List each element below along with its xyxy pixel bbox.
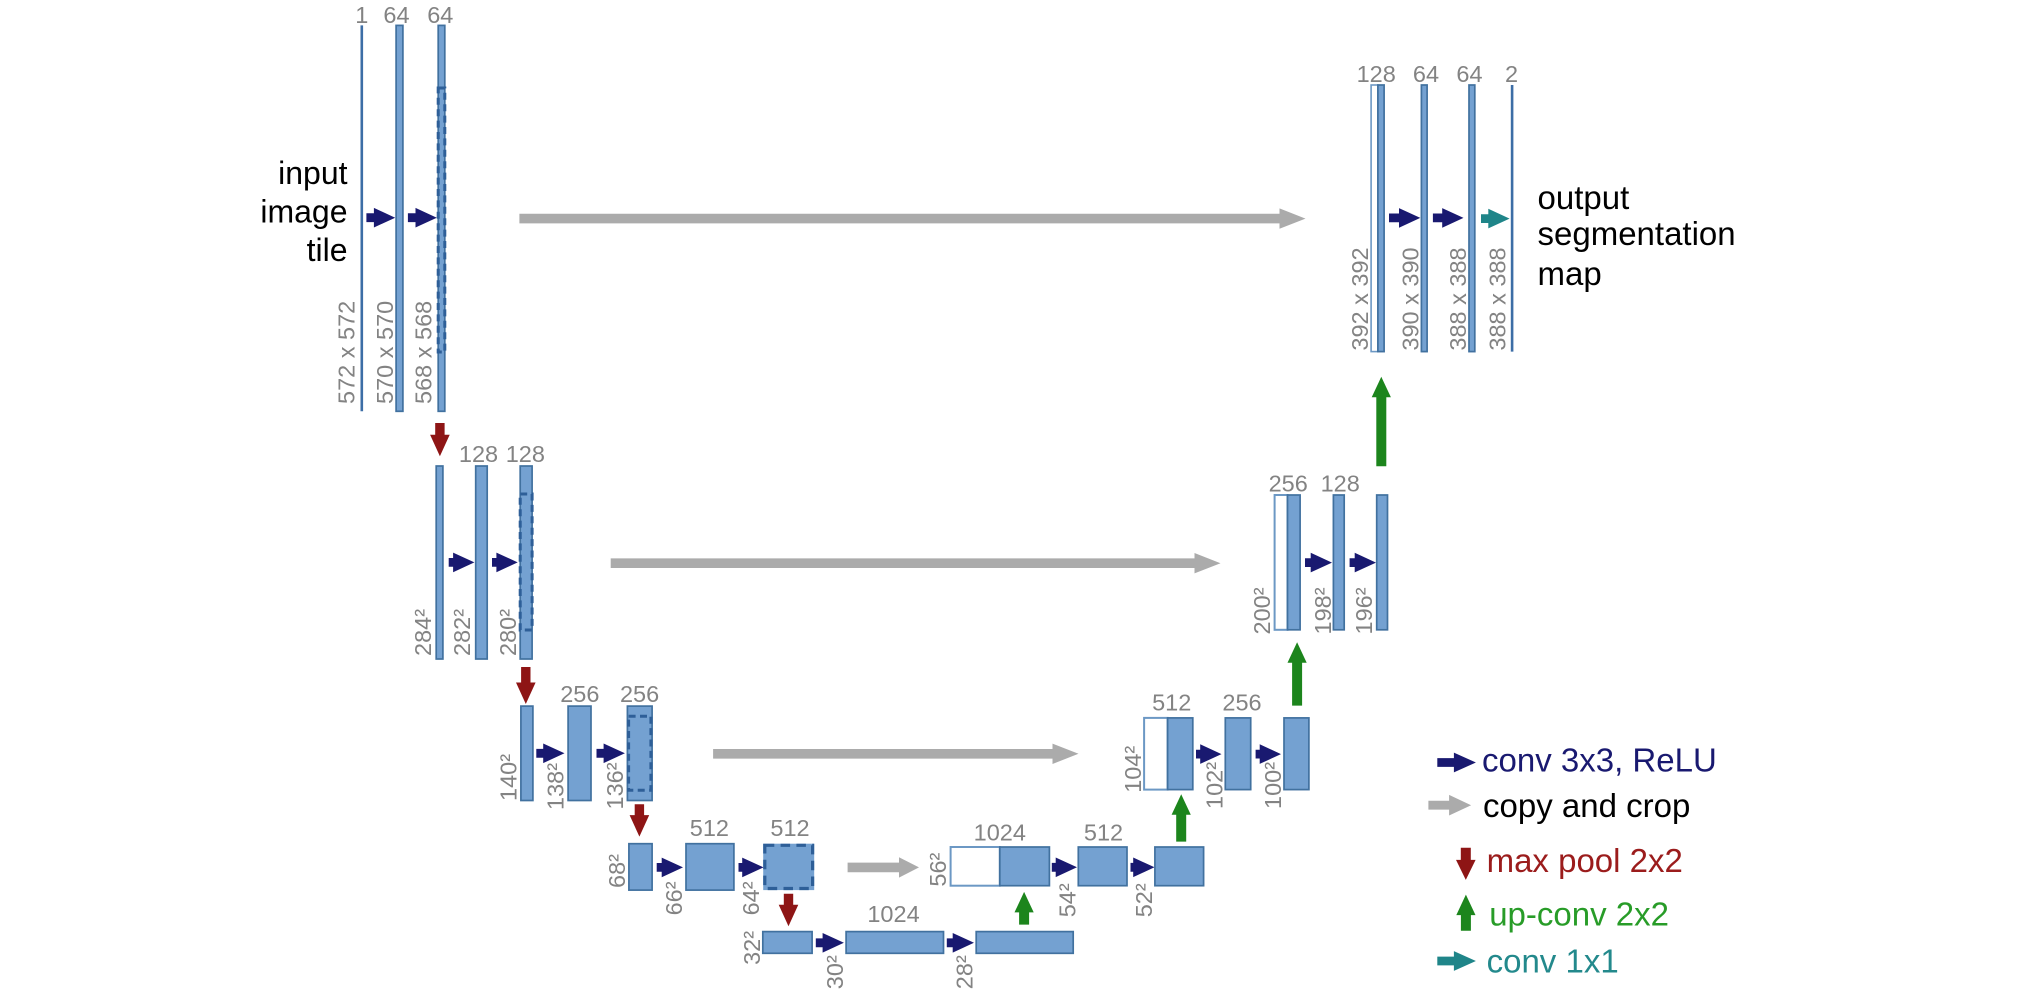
svg-text:280²: 280²: [495, 609, 521, 656]
svg-text:map: map: [1538, 255, 1602, 292]
svg-text:284²: 284²: [410, 609, 436, 656]
svg-text:28²: 28²: [952, 955, 978, 989]
svg-text:max pool 2x2: max pool 2x2: [1487, 842, 1683, 879]
svg-text:1024: 1024: [974, 820, 1026, 846]
svg-text:388 x 388: 388 x 388: [1485, 247, 1511, 350]
svg-text:128: 128: [1357, 61, 1396, 87]
svg-text:102²: 102²: [1201, 762, 1227, 809]
svg-text:68²: 68²: [604, 854, 630, 888]
svg-text:1024: 1024: [867, 901, 919, 927]
svg-text:256: 256: [560, 681, 599, 707]
svg-text:conv 1x1: conv 1x1: [1487, 943, 1619, 980]
svg-text:512: 512: [690, 815, 729, 841]
svg-text:copy and crop: copy and crop: [1483, 787, 1690, 824]
svg-text:64: 64: [1456, 61, 1482, 87]
svg-text:390 x 390: 390 x 390: [1397, 247, 1423, 350]
svg-text:32²: 32²: [739, 931, 765, 965]
svg-text:570 x 570: 570 x 570: [372, 301, 398, 404]
svg-text:572 x 572: 572 x 572: [334, 301, 360, 404]
svg-text:140²: 140²: [496, 754, 522, 801]
svg-text:2: 2: [1505, 61, 1518, 87]
svg-text:128: 128: [459, 441, 498, 467]
svg-text:128: 128: [1321, 471, 1360, 497]
svg-text:196²: 196²: [1351, 587, 1377, 634]
svg-text:64²: 64²: [738, 881, 764, 915]
svg-text:282²: 282²: [449, 609, 475, 656]
svg-text:image: image: [260, 194, 347, 230]
svg-text:198²: 198²: [1310, 587, 1336, 634]
svg-text:256: 256: [620, 681, 659, 707]
svg-text:104²: 104²: [1120, 746, 1146, 793]
svg-text:segmentation: segmentation: [1538, 215, 1736, 252]
svg-text:136²: 136²: [602, 762, 628, 809]
svg-text:392 x 392: 392 x 392: [1347, 247, 1373, 350]
svg-text:388 x 388: 388 x 388: [1445, 247, 1471, 350]
svg-text:512: 512: [1084, 820, 1123, 846]
svg-text:64: 64: [1413, 61, 1439, 87]
svg-text:tile: tile: [307, 232, 348, 268]
svg-text:conv 3x3, ReLU: conv 3x3, ReLU: [1482, 742, 1717, 779]
svg-text:128: 128: [506, 441, 545, 467]
svg-text:52²: 52²: [1131, 883, 1157, 917]
svg-text:input: input: [278, 155, 348, 191]
svg-text:138²: 138²: [543, 763, 569, 810]
svg-text:64: 64: [383, 2, 409, 28]
svg-text:1: 1: [355, 2, 368, 28]
svg-text:64: 64: [427, 2, 453, 28]
svg-text:output: output: [1538, 179, 1630, 216]
svg-text:200²: 200²: [1249, 587, 1275, 634]
svg-text:30²: 30²: [822, 955, 848, 989]
svg-text:54²: 54²: [1054, 883, 1080, 917]
svg-text:56²: 56²: [925, 852, 951, 886]
svg-text:100²: 100²: [1260, 762, 1286, 809]
svg-text:256: 256: [1222, 690, 1261, 716]
svg-text:512: 512: [770, 815, 809, 841]
svg-text:66²: 66²: [661, 881, 687, 915]
svg-text:512: 512: [1152, 690, 1191, 716]
svg-text:256: 256: [1269, 471, 1308, 497]
svg-text:up-conv 2x2: up-conv 2x2: [1489, 896, 1669, 933]
svg-text:568 x 568: 568 x 568: [411, 301, 437, 404]
